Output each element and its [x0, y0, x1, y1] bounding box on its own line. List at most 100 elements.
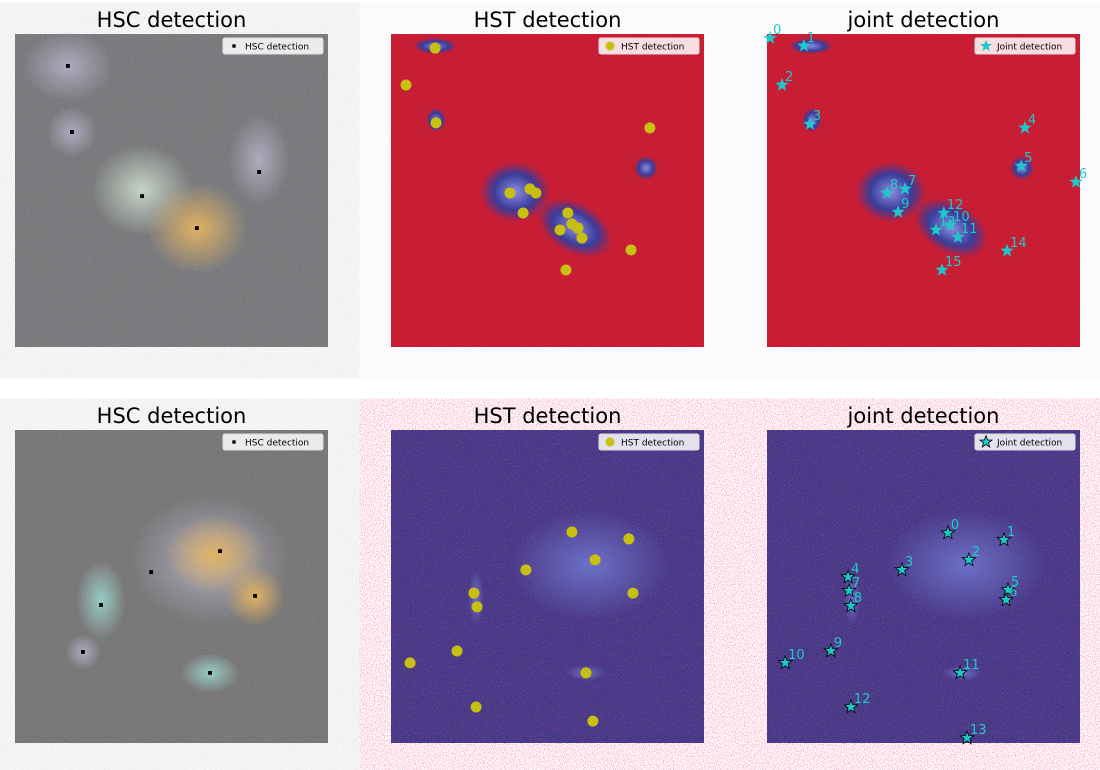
point — [880, 186, 894, 199]
point — [840, 568, 856, 584]
point-label: 13 — [970, 723, 987, 738]
legend-marker — [232, 44, 236, 48]
point — [430, 117, 442, 129]
legend-box — [598, 433, 700, 451]
point — [218, 549, 222, 554]
legend-label: HST detection — [621, 439, 684, 449]
point — [468, 587, 480, 599]
point-label: 11 — [961, 222, 978, 237]
point — [253, 593, 257, 598]
point — [841, 582, 857, 598]
point-label: 3 — [813, 109, 821, 124]
legend-marker — [605, 41, 615, 51]
point — [998, 591, 1014, 607]
point — [470, 701, 482, 713]
point — [935, 263, 949, 276]
point-label: 10 — [953, 210, 970, 225]
hst-image — [391, 430, 704, 743]
point — [587, 715, 599, 727]
point — [589, 554, 601, 566]
point-label: 3 — [905, 555, 913, 570]
point-label: 5 — [1024, 151, 1032, 166]
point — [65, 64, 70, 68]
legend-box — [974, 433, 1076, 451]
point-label: 6 — [1079, 167, 1087, 182]
hst-image — [391, 34, 704, 347]
point — [1014, 159, 1028, 172]
joint-image — [767, 34, 1080, 347]
point — [566, 526, 578, 538]
point-label: 1 — [807, 31, 815, 46]
point — [80, 649, 85, 654]
point — [940, 524, 956, 540]
point-label: 10 — [788, 648, 805, 663]
point — [471, 601, 483, 613]
point-label: 8 — [890, 178, 898, 193]
point-label: 6 — [1009, 585, 1017, 600]
point — [823, 642, 839, 658]
point — [520, 564, 532, 576]
point — [1000, 243, 1014, 257]
point — [194, 226, 199, 230]
point — [149, 570, 154, 575]
point-label: 15 — [945, 255, 962, 270]
point — [898, 181, 912, 195]
legend-marker — [980, 39, 992, 52]
point-label: 4 — [1028, 113, 1036, 128]
legend-marker — [232, 440, 236, 444]
point — [843, 597, 859, 613]
point — [400, 79, 412, 91]
chart-title: HST detection — [474, 8, 622, 32]
point — [996, 531, 1012, 547]
point — [572, 222, 584, 234]
point-label: 4 — [851, 562, 859, 577]
point — [562, 207, 574, 219]
point — [937, 206, 951, 219]
point-label: 12 — [854, 692, 871, 707]
point — [517, 207, 529, 219]
point — [404, 657, 416, 669]
legend-box — [974, 37, 1076, 55]
point-label: 0 — [773, 23, 781, 38]
chart-title: HSC detection — [97, 8, 247, 32]
point — [429, 42, 441, 54]
point — [554, 224, 566, 236]
point-label: 13 — [939, 215, 956, 230]
point — [504, 187, 516, 199]
point — [1000, 581, 1016, 597]
point — [257, 170, 262, 174]
legend-box — [222, 433, 324, 451]
point-label: 7 — [852, 576, 860, 591]
point — [775, 78, 789, 91]
point — [777, 654, 793, 670]
point — [627, 587, 639, 599]
point-label: 14 — [1010, 236, 1027, 251]
chart-title: joint detection — [847, 8, 1000, 32]
point-label: 11 — [963, 658, 980, 673]
point — [644, 122, 656, 134]
chart-title: HSC detection — [97, 404, 247, 428]
point — [843, 698, 859, 714]
point-label: 1 — [1007, 525, 1015, 540]
point — [70, 130, 74, 134]
legend-label: Joint detection — [996, 439, 1062, 449]
point — [1018, 120, 1032, 134]
point — [943, 217, 957, 231]
legend-label: HSC detection — [245, 439, 309, 449]
point — [929, 222, 943, 236]
point — [1069, 175, 1083, 188]
chart-title: HST detection — [474, 404, 622, 428]
legend-box — [222, 37, 324, 55]
point — [952, 664, 968, 680]
point — [451, 645, 463, 657]
point — [763, 31, 777, 44]
legend-marker — [605, 437, 615, 447]
point — [951, 230, 965, 243]
point-label: 5 — [1011, 575, 1019, 590]
point — [576, 232, 588, 244]
point — [99, 603, 103, 607]
point — [797, 38, 811, 52]
point — [140, 194, 145, 199]
point-label: 2 — [972, 545, 980, 560]
